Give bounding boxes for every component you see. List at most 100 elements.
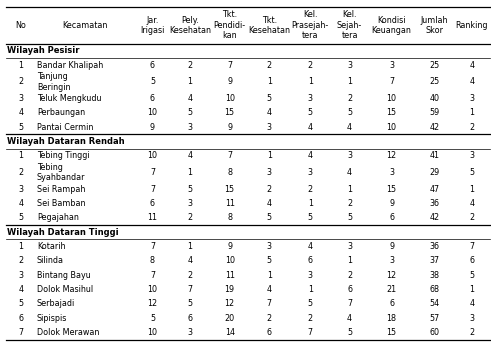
Text: 1: 1 [308,199,313,208]
Text: 4: 4 [18,285,23,294]
Text: 3: 3 [188,328,192,337]
Text: 10: 10 [386,94,397,103]
Text: 6: 6 [347,285,352,294]
Text: 4: 4 [347,314,352,323]
Text: 3: 3 [188,123,192,132]
Text: 2: 2 [469,123,475,132]
Text: 9: 9 [227,242,232,251]
Text: 6: 6 [150,199,155,208]
Text: 5: 5 [188,299,192,308]
Text: 4: 4 [469,199,474,208]
Text: 2: 2 [347,199,352,208]
Text: Tebing
Syahbandar: Tebing Syahbandar [37,163,85,182]
Text: 5: 5 [347,108,352,117]
Text: 15: 15 [386,108,397,117]
Text: 7: 7 [227,61,232,70]
Text: 5: 5 [347,213,352,222]
Text: 3: 3 [267,123,272,132]
Text: 59: 59 [430,108,440,117]
Text: 7: 7 [308,328,313,337]
Text: 60: 60 [430,328,439,337]
Text: 15: 15 [386,328,397,337]
Text: 1: 1 [267,151,272,160]
Text: 6: 6 [150,61,155,70]
Text: 54: 54 [430,299,439,308]
Text: 3: 3 [469,314,474,323]
Text: 42: 42 [430,213,439,222]
Text: Tkt.
Kesehatan: Tkt. Kesehatan [248,15,290,35]
Text: Ranking: Ranking [456,21,488,30]
Text: 7: 7 [227,151,232,160]
Text: 4: 4 [188,256,192,265]
Text: 3: 3 [389,168,394,177]
Text: Dolok Merawan: Dolok Merawan [37,328,99,337]
Text: Pantai Cermin: Pantai Cermin [37,123,93,132]
Text: 5: 5 [267,94,272,103]
Text: 6: 6 [267,328,272,337]
Text: Pely.
Kesehatan: Pely. Kesehatan [169,15,211,35]
Text: 15: 15 [386,185,397,194]
Text: 5: 5 [347,328,352,337]
Text: 4: 4 [469,78,474,86]
Text: 36: 36 [430,199,439,208]
Text: 12: 12 [147,299,158,308]
Text: 1: 1 [469,285,474,294]
Text: 5: 5 [18,213,23,222]
Text: 41: 41 [430,151,439,160]
Text: 5: 5 [469,271,475,280]
Text: 6: 6 [469,256,474,265]
Text: 1: 1 [188,168,192,177]
Text: 7: 7 [150,185,155,194]
Text: 3: 3 [18,271,23,280]
Text: 4: 4 [469,61,474,70]
Text: Sipispis: Sipispis [37,314,67,323]
Text: 5: 5 [267,213,272,222]
Text: 7: 7 [267,299,272,308]
Text: 3: 3 [469,94,474,103]
Text: 3: 3 [347,151,352,160]
Text: 7: 7 [188,285,192,294]
Text: 2: 2 [267,314,272,323]
Text: 1: 1 [18,61,23,70]
Text: 2: 2 [308,185,313,194]
Text: 18: 18 [386,314,397,323]
Text: 68: 68 [430,285,439,294]
Text: 1: 1 [267,271,272,280]
Text: Serbajadi: Serbajadi [37,299,75,308]
Text: 1: 1 [347,256,352,265]
Text: 10: 10 [225,94,235,103]
Text: 15: 15 [224,185,235,194]
Text: Dolok Masihul: Dolok Masihul [37,285,93,294]
Text: 2: 2 [267,185,272,194]
Text: 2: 2 [347,271,352,280]
Text: 1: 1 [18,242,23,251]
Text: 10: 10 [225,256,235,265]
Text: Sei Bamban: Sei Bamban [37,199,85,208]
Text: 7: 7 [389,78,394,86]
Text: 25: 25 [430,78,440,86]
Text: 6: 6 [150,94,155,103]
Text: Kondisi
Keuangan: Kondisi Keuangan [372,15,411,35]
Text: 10: 10 [147,108,158,117]
Text: 4: 4 [267,108,272,117]
Text: 7: 7 [18,328,23,337]
Text: 6: 6 [389,299,394,308]
Text: 10: 10 [147,151,158,160]
Text: 8: 8 [227,213,232,222]
Text: 4: 4 [267,199,272,208]
Text: 5: 5 [469,168,475,177]
Text: 3: 3 [267,242,272,251]
Text: Kecamatan: Kecamatan [62,21,108,30]
Text: 6: 6 [389,213,394,222]
Text: 4: 4 [18,108,23,117]
Text: 11: 11 [225,271,235,280]
Text: 1: 1 [469,185,474,194]
Text: 4: 4 [188,94,192,103]
Text: 1: 1 [347,78,352,86]
Text: 14: 14 [225,328,235,337]
Text: 9: 9 [389,242,394,251]
Text: 3: 3 [389,256,394,265]
Text: 3: 3 [188,199,192,208]
Text: 5: 5 [150,78,155,86]
Text: 42: 42 [430,123,439,132]
